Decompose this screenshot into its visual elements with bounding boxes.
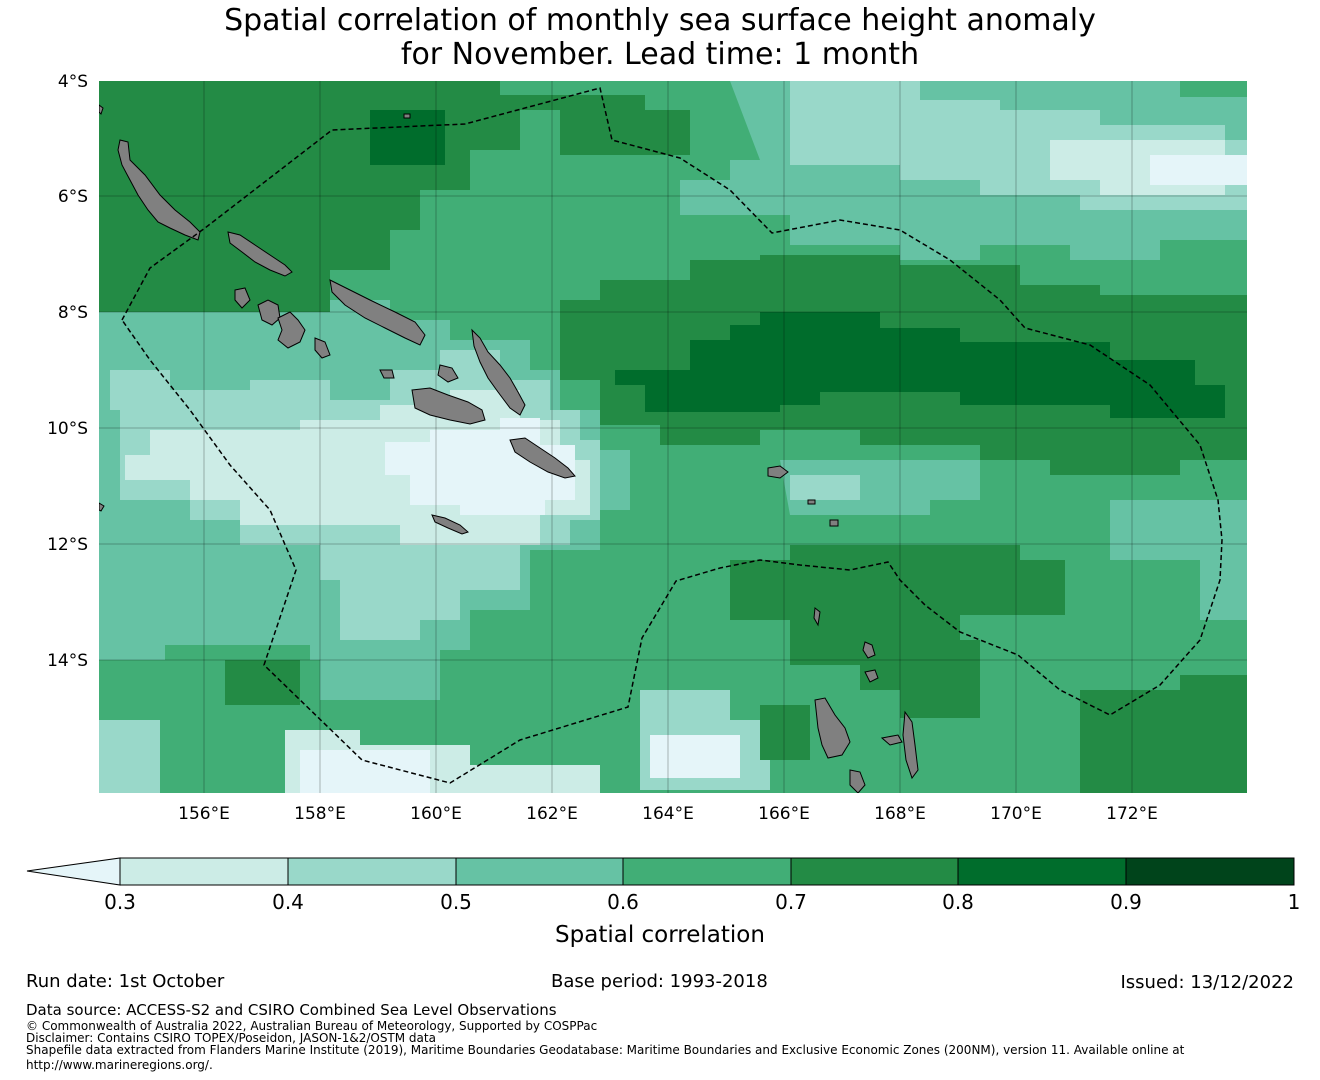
colorbar-bin-0.5-0.6 bbox=[456, 858, 623, 885]
base-period-text: Base period: 1993-2018 bbox=[551, 971, 768, 992]
lat-label-8s: 8°S bbox=[58, 303, 88, 323]
lon-label-168e: 168°E bbox=[874, 804, 926, 824]
colorbar-tick-0.8: 0.8 bbox=[942, 890, 974, 914]
shapefile-credit-text: Shapefile data extracted from Flanders M… bbox=[26, 1043, 1185, 1057]
colorbar-bin-0.3-0.4 bbox=[120, 858, 288, 885]
field-05-06-east bbox=[1110, 500, 1247, 620]
copyright-text: © Commonwealth of Australia 2022, Austra… bbox=[26, 1019, 598, 1033]
choiseul-island bbox=[227, 231, 293, 277]
colorbar-bin-0.8-0.9 bbox=[958, 858, 1126, 885]
santa-cruz-ndeni bbox=[767, 465, 789, 479]
rennell-island bbox=[431, 514, 469, 535]
colorbar-extend-arrow bbox=[26, 857, 121, 886]
land-masses bbox=[99, 104, 919, 793]
lon-labels: 156°E 158°E 160°E 162°E 164°E 166°E 168°… bbox=[178, 804, 1158, 824]
lat-label-6s: 6°S bbox=[58, 187, 88, 207]
colorbar-bin-0.7-0.8 bbox=[791, 858, 958, 885]
colorbar-bin-0.6-0.7 bbox=[623, 858, 791, 885]
colorbar-tick-0.5: 0.5 bbox=[440, 890, 472, 914]
bougainville-island bbox=[117, 139, 201, 241]
field-08-09-north bbox=[370, 110, 445, 165]
eez-boundaries bbox=[121, 87, 1223, 784]
guadalcanal-island bbox=[411, 387, 486, 425]
colorbar-label: Spatial correlation bbox=[555, 922, 765, 948]
data-source-text: Data source: ACCESS-S2 and CSIRO Combine… bbox=[26, 1001, 557, 1019]
lon-label-162e: 162°E bbox=[526, 804, 578, 824]
field-07-08-ne-corner bbox=[1180, 81, 1247, 97]
lon-label-158e: 158°E bbox=[294, 804, 346, 824]
field-04-05-center bbox=[790, 475, 860, 500]
colorbar-tick-0.4: 0.4 bbox=[272, 890, 304, 914]
colorbar-tick-0.3: 0.3 bbox=[104, 890, 136, 914]
lat-label-10s: 10°S bbox=[47, 419, 88, 439]
colorbar-tick-0.7: 0.7 bbox=[775, 890, 807, 914]
lon-label-156e: 156°E bbox=[178, 804, 230, 824]
field-07-08-upper bbox=[560, 95, 690, 155]
florida-islands bbox=[437, 364, 459, 383]
correlation-field bbox=[99, 81, 1247, 793]
field-lt03-south bbox=[300, 750, 430, 793]
issued-date-text: Issued: 13/12/2022 bbox=[1120, 972, 1294, 993]
disclaimer-text: Disclaimer: Contains CSIRO TOPEX/Poseido… bbox=[26, 1031, 436, 1045]
lon-label-166e: 166°E bbox=[758, 804, 810, 824]
vella-lavella-island bbox=[234, 287, 251, 309]
rendova-island bbox=[314, 337, 331, 359]
colorbar: 0.3 0.4 0.5 0.6 0.7 0.8 0.9 1 Spatial co… bbox=[26, 857, 1301, 948]
vanuatu-maewo bbox=[902, 710, 919, 780]
field-07-08-se2 bbox=[1080, 675, 1247, 793]
map-title-line2: for November. Lead time: 1 month bbox=[400, 37, 920, 72]
ontong-java-atoll bbox=[403, 113, 411, 119]
field-07-08-south bbox=[225, 660, 300, 705]
torres-islands bbox=[813, 607, 821, 627]
vanuatu-ambae bbox=[849, 769, 866, 793]
vanuatu-efate bbox=[864, 669, 879, 683]
tikopia-islands bbox=[829, 519, 839, 527]
lon-label-160e: 160°E bbox=[410, 804, 462, 824]
reef-islands bbox=[807, 499, 816, 505]
field-07-08-north bbox=[99, 81, 570, 312]
malaita-island bbox=[471, 328, 526, 416]
eez-boundary-solomon-islands bbox=[121, 87, 1223, 784]
field-05-06-center bbox=[780, 460, 980, 515]
russell-islands bbox=[379, 369, 395, 379]
lon-label-164e: 164°E bbox=[642, 804, 694, 824]
lat-label-14s: 14°S bbox=[47, 651, 88, 671]
colorbar-bin-0.4-0.5 bbox=[288, 858, 456, 885]
colorbar-outline bbox=[119, 857, 1295, 886]
field-lt03-s2 bbox=[650, 735, 740, 778]
makira-island bbox=[509, 437, 576, 479]
field-04-05-south bbox=[99, 720, 160, 793]
lat-label-4s: 4°S bbox=[58, 72, 88, 92]
field-07-08-se bbox=[730, 545, 1065, 718]
vanuatu-malakula bbox=[862, 641, 876, 659]
lat-labels: 4°S 6°S 8°S 10°S 12°S 14°S bbox=[47, 72, 88, 671]
lon-label-172e: 172°E bbox=[1106, 804, 1158, 824]
west-edge-island-2 bbox=[99, 502, 105, 512]
field-08-09-central bbox=[615, 312, 1225, 418]
field-lt03-ne bbox=[1150, 155, 1247, 185]
colorbar-bin-0.9-1 bbox=[1126, 858, 1294, 885]
new-georgia-group bbox=[277, 311, 306, 349]
map-title-line1: Spatial correlation of monthly sea surfa… bbox=[224, 3, 1096, 38]
colorbar-tick-1: 1 bbox=[1288, 890, 1301, 914]
lon-label-170e: 170°E bbox=[990, 804, 1042, 824]
santa-isabel-island bbox=[329, 279, 426, 346]
lat-label-12s: 12°S bbox=[47, 535, 88, 555]
marineregions-link[interactable]: http://www.marineregions.org/. bbox=[26, 1058, 213, 1072]
west-edge-island-1 bbox=[99, 104, 104, 115]
colorbar-tick-0.6: 0.6 bbox=[607, 890, 639, 914]
run-date-text: Run date: 1st October bbox=[26, 971, 225, 992]
colorbar-tick-0.9: 0.9 bbox=[1110, 890, 1142, 914]
vanuatu-pentecost bbox=[880, 734, 903, 746]
vanuatu-espiritu-santo bbox=[814, 697, 851, 759]
field-07-08-se3 bbox=[760, 705, 810, 760]
